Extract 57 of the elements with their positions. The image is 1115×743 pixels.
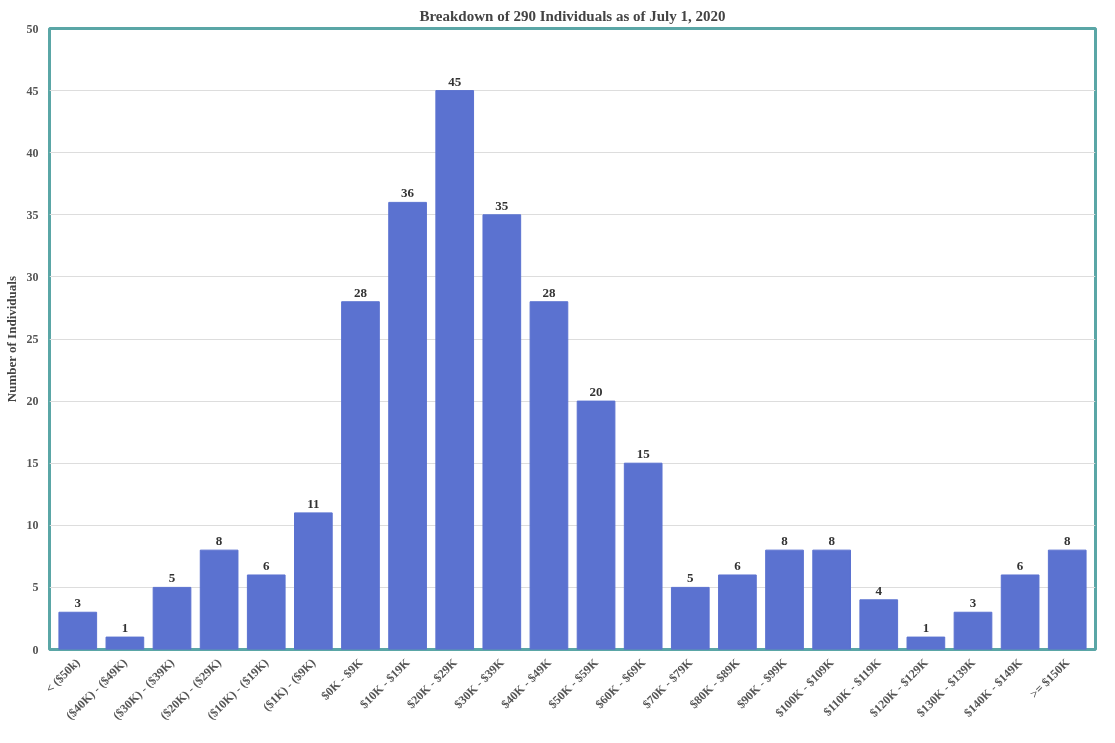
bar xyxy=(152,586,192,650)
bar xyxy=(246,574,286,650)
bar xyxy=(294,512,333,650)
y-tick-label: 15 xyxy=(26,456,39,471)
bar xyxy=(482,214,522,650)
bar xyxy=(765,549,804,650)
data-label: 1 xyxy=(121,620,129,636)
data-label: 28 xyxy=(353,284,368,300)
bar xyxy=(435,90,475,650)
data-label: 5 xyxy=(168,570,176,586)
data-label: 8 xyxy=(828,533,836,549)
bar xyxy=(623,462,663,650)
y-tick-label: 0 xyxy=(32,642,39,657)
data-label: 8 xyxy=(215,533,223,549)
chart-title: Breakdown of 290 Individuals as of July 1, 2020 xyxy=(419,7,726,24)
bar xyxy=(199,549,239,650)
y-tick-label: 5 xyxy=(32,580,39,595)
bar xyxy=(859,599,899,650)
bar xyxy=(953,611,993,650)
bar xyxy=(576,400,616,650)
data-label: 45 xyxy=(448,73,462,89)
data-label: 36 xyxy=(401,185,415,201)
bar xyxy=(670,586,710,650)
data-label: 8 xyxy=(1063,533,1071,549)
y-tick-label: 30 xyxy=(26,269,39,284)
bar xyxy=(388,201,427,650)
y-tick-label: 25 xyxy=(26,332,39,346)
bar xyxy=(341,301,380,650)
data-label: 3 xyxy=(969,595,977,611)
bar xyxy=(906,636,946,650)
bar xyxy=(1000,574,1040,650)
data-label: 15 xyxy=(636,446,651,462)
y-tick-label: 35 xyxy=(26,207,39,222)
bar xyxy=(529,301,569,650)
bar xyxy=(812,549,851,650)
y-tick-label: 40 xyxy=(26,145,39,160)
data-label: 6 xyxy=(734,557,742,573)
data-label: 35 xyxy=(495,197,509,213)
y-tick-label: 45 xyxy=(26,83,39,98)
data-label: 6 xyxy=(262,557,270,573)
bar xyxy=(105,636,145,650)
data-label: 3 xyxy=(74,595,82,611)
bar xyxy=(1047,549,1087,650)
bar xyxy=(718,574,757,650)
y-tick-label: 50 xyxy=(26,21,39,36)
y-tick-label: 20 xyxy=(26,394,39,409)
y-tick-label: 10 xyxy=(26,518,39,533)
data-label: 28 xyxy=(542,284,556,300)
data-label: 5 xyxy=(687,570,695,586)
bar xyxy=(58,611,98,650)
data-label: 1 xyxy=(922,620,930,636)
data-label: 20 xyxy=(589,384,603,400)
data-label: 6 xyxy=(1016,557,1024,573)
y-axis-title: Number of Individuals xyxy=(3,276,19,403)
data-label: 8 xyxy=(781,533,789,549)
data-label: 4 xyxy=(875,582,883,598)
data-label: 11 xyxy=(307,495,320,511)
